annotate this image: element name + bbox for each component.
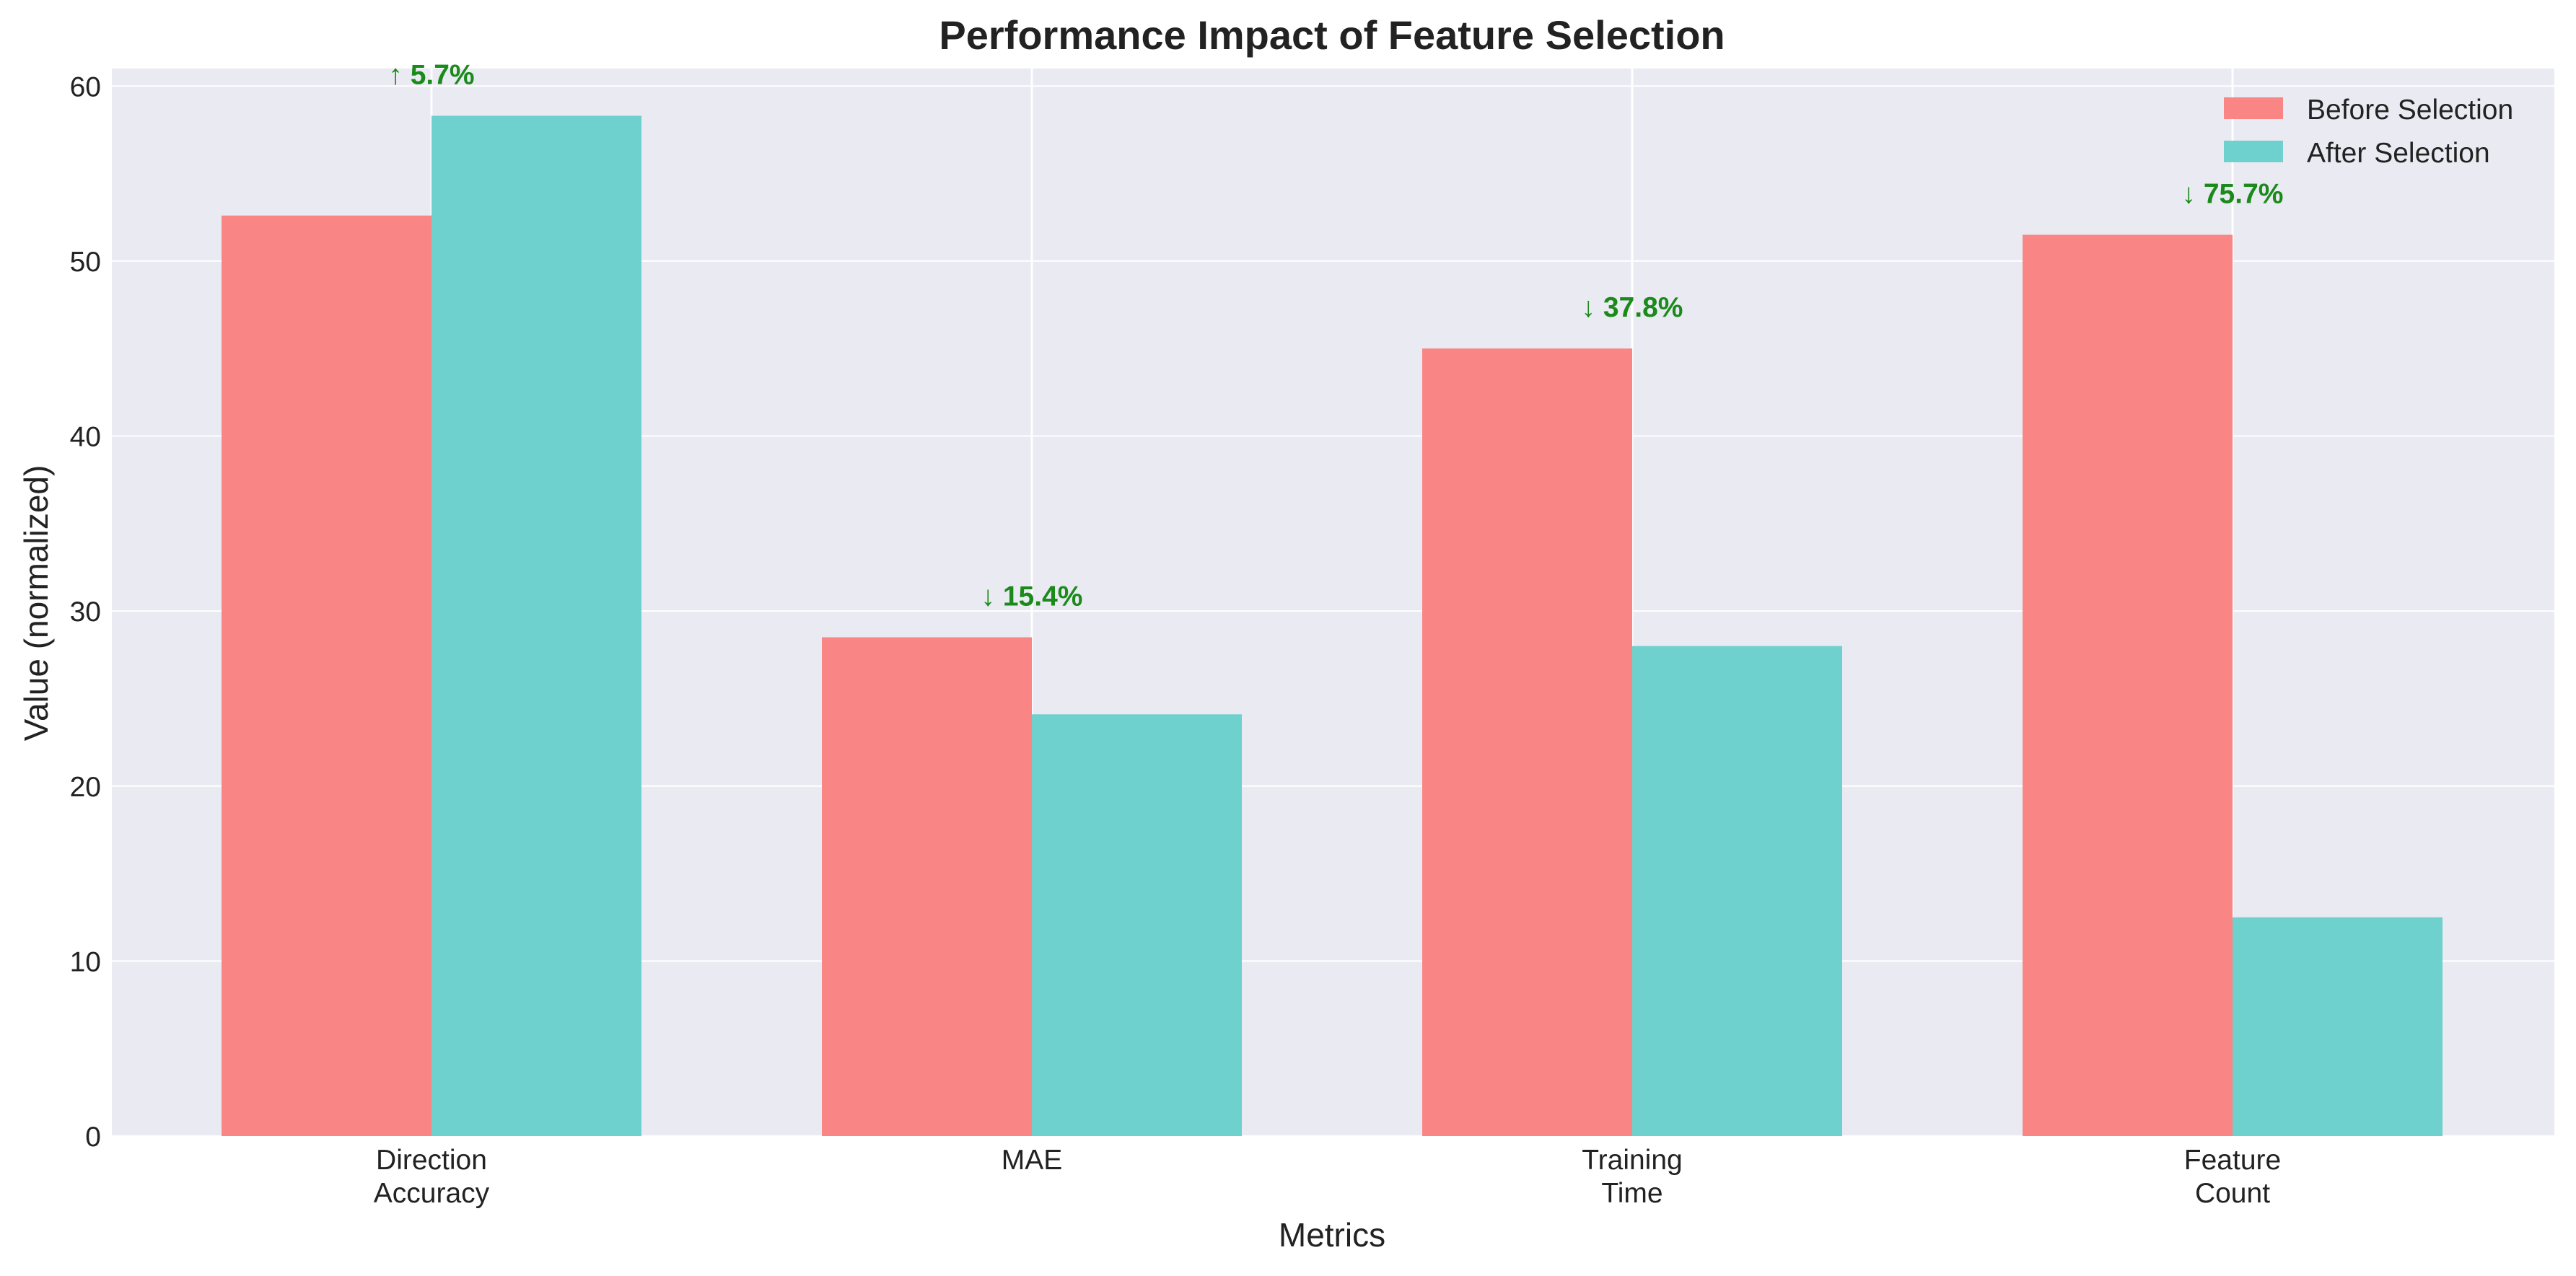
bar-before-0 [222, 215, 431, 1137]
bar-before-2 [1422, 348, 1632, 1136]
legend-swatch-0 [2224, 97, 2283, 119]
x-tick-label: Direction Accuracy [374, 1145, 490, 1209]
chart-title: Performance Impact of Feature Selection [939, 12, 1725, 58]
bar-before-3 [2023, 234, 2233, 1136]
bar-before-1 [822, 637, 1032, 1136]
legend-label-1: After Selection [2307, 138, 2490, 169]
x-tick-label: MAE [1002, 1145, 1063, 1176]
x-axis-label: Metrics [1279, 1216, 1385, 1254]
annotations: ↑ 5.7% ↓ 15.4% ↓ 37.8% ↓ 75.7% [388, 60, 2283, 612]
change-annotation-3: ↓ 75.7% [2182, 178, 2284, 209]
y-tick-label: 0 [85, 1122, 101, 1153]
legend-swatch-1 [2224, 141, 2283, 162]
y-tick-label: 40 [70, 422, 101, 453]
y-tick-label: 10 [70, 946, 101, 977]
bar-after-3 [2233, 917, 2443, 1136]
change-annotation-2: ↓ 37.8% [1582, 292, 1683, 323]
y-tick-label: 60 [70, 71, 101, 102]
y-tick-label: 50 [70, 247, 101, 278]
bar-after-0 [431, 115, 641, 1137]
change-annotation-1: ↓ 15.4% [981, 581, 1083, 612]
bar-after-1 [1032, 714, 1242, 1136]
change-annotation-0: ↑ 5.7% [388, 60, 474, 91]
legend-label-0: Before Selection [2307, 94, 2513, 126]
x-tick-label: Training Time [1582, 1145, 1682, 1209]
x-axis-ticks: Direction Accuracy MAE Training Time Feature C… [374, 1145, 2281, 1209]
legend: Before Selection After Selection [2224, 94, 2513, 169]
bar-after-2 [1632, 646, 1842, 1136]
bars [222, 115, 2443, 1137]
x-tick-label: Feature Count [2184, 1145, 2281, 1209]
y-tick-label: 20 [70, 772, 101, 803]
y-tick-label: 30 [70, 597, 101, 628]
y-axis-label: Value (normalized) [17, 465, 55, 742]
y-axis-ticks: 0 10 20 30 40 50 60 [70, 71, 101, 1153]
